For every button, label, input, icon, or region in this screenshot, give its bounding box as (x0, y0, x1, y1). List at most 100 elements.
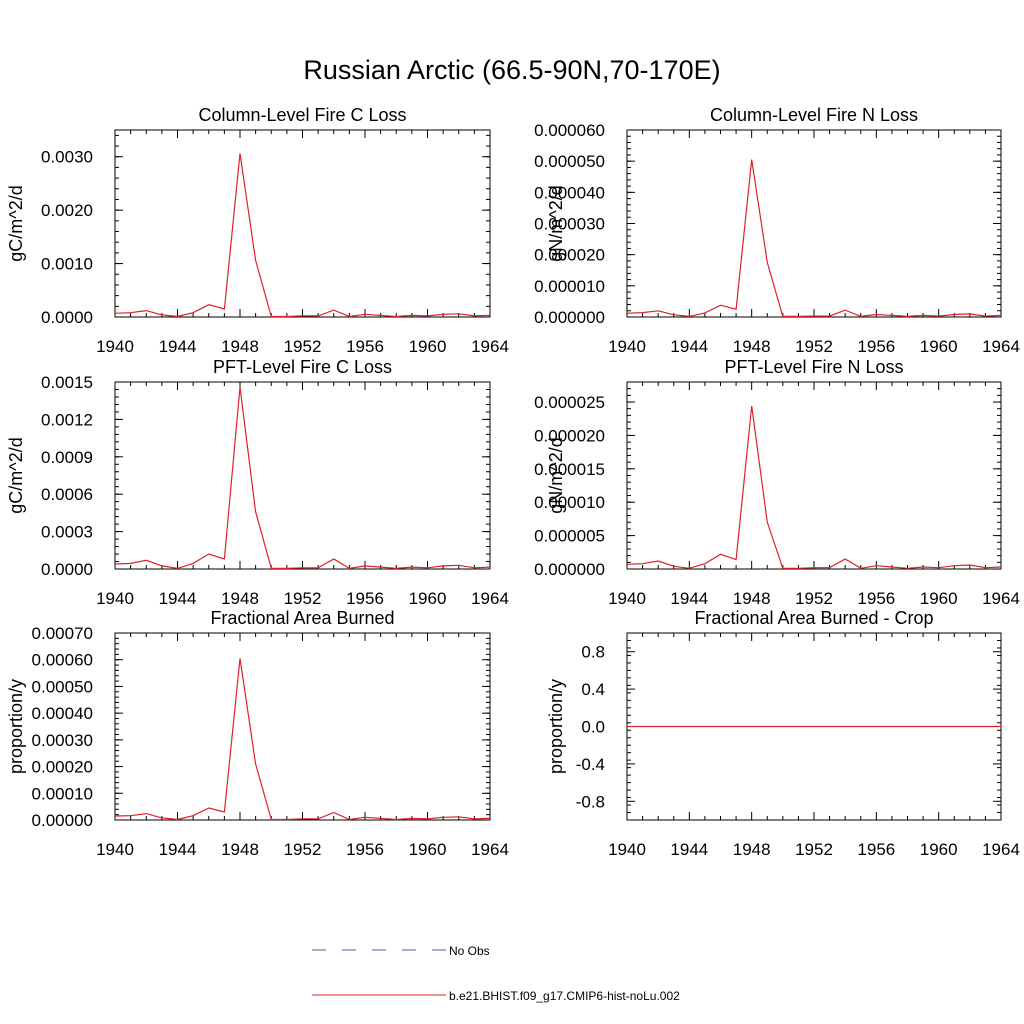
panel-6-xtick-label: 1940 (608, 840, 646, 859)
panel-2-title: Column-Level Fire N Loss (710, 105, 918, 125)
panel-1-ylabel: gC/m^2/d (6, 185, 26, 261)
panel-2-xtick-label: 1960 (920, 337, 958, 356)
panel-1-title: Column-Level Fire C Loss (198, 105, 406, 125)
figure-title: Russian Arctic (66.5-90N,70-170E) (303, 55, 721, 85)
panel-3-ytick-label: 0.0006 (41, 485, 93, 504)
panel-6-title: Fractional Area Burned - Crop (694, 608, 933, 628)
panel-4-xtick-label: 1952 (795, 589, 833, 608)
panel-5-xtick-label: 1964 (471, 840, 509, 859)
panel-3-title: PFT-Level Fire C Loss (213, 357, 392, 377)
panel-5-series-line (114, 658, 491, 821)
panel-1-series-line (114, 153, 491, 318)
panel-4-ytick-label: 0.000005 (534, 527, 605, 546)
panel-4-ytick-label: 0.000015 (534, 460, 605, 479)
panel-4-xtick-label: 1956 (857, 589, 895, 608)
panel-4-xtick-label: 1964 (982, 589, 1020, 608)
panel-2-ytick-label: 0.000010 (534, 277, 605, 296)
panel-1-ytick-label: 0.0030 (41, 148, 93, 167)
panel-5-frame (114, 632, 491, 821)
panel-4-ytick-label: 0.000010 (534, 493, 605, 512)
panel-3-ytick-label: 0.0015 (41, 373, 93, 392)
panel-5-ytick-label: 0.00060 (32, 651, 93, 670)
panel-4-xtick-label: 1960 (920, 589, 958, 608)
panel-1-ytick-label: 0.0020 (41, 201, 93, 220)
panel-2-ytick-label: 0.000000 (534, 308, 605, 327)
panel-1-xtick-label: 1944 (159, 337, 197, 356)
panel-3-ytick-label: 0.0003 (41, 523, 93, 542)
panel-2-xtick-label: 1956 (857, 337, 895, 356)
panel-6-xtick-label: 1960 (920, 840, 958, 859)
panel-5-xtick-label: 1940 (96, 840, 134, 859)
panel-3-xtick-label: 1956 (346, 589, 384, 608)
panel-2-series-line (626, 159, 1002, 318)
panel-1-xtick-label: 1956 (346, 337, 384, 356)
panel-5-ytick-label: 0.00010 (32, 784, 93, 803)
panel-1-xtick-label: 1940 (96, 337, 134, 356)
panel-5-xtick-label: 1960 (409, 840, 447, 859)
panel-5-xtick-label: 1944 (159, 840, 197, 859)
panel-6-ytick-label: -0.8 (576, 792, 605, 811)
panel-3-xtick-label: 1948 (221, 589, 259, 608)
panel-5-xtick-label: 1948 (221, 840, 259, 859)
panel-3-ytick-label: 0.0012 (41, 410, 93, 429)
panel-4-ytick-label: 0.000000 (534, 560, 605, 579)
panel-2-ytick-label: 0.000020 (534, 246, 605, 265)
panel-3-xtick-label: 1964 (471, 589, 509, 608)
legend-no-obs-label: No Obs (449, 944, 490, 958)
panel-6-ytick-label: -0.4 (576, 755, 605, 774)
panel-2-xtick-label: 1964 (982, 337, 1020, 356)
panel-6-xtick-label: 1952 (795, 840, 833, 859)
panel-3-ytick-label: 0.0000 (41, 560, 93, 579)
panel-3-frame (114, 381, 491, 570)
panel-1-xtick-label: 1964 (471, 337, 509, 356)
panel-6-ytick-label: 0.8 (581, 643, 605, 662)
panel-2-ytick-label: 0.000030 (534, 215, 605, 234)
panel-2-xtick-label: 1944 (670, 337, 708, 356)
panel-2-ytick-label: 0.000040 (534, 183, 605, 202)
panel-1-frame (114, 129, 491, 318)
panel-4-xtick-label: 1940 (608, 589, 646, 608)
panel-6-xtick-label: 1948 (733, 840, 771, 859)
panel-5-ylabel: proportion/y (6, 679, 26, 774)
panel-3-ylabel: gC/m^2/d (6, 437, 26, 513)
panel-2-ylabel: gN/m^2/d (546, 185, 566, 261)
panel-6-ylabel: proportion/y (546, 679, 566, 774)
panel-6-xtick-label: 1964 (982, 840, 1020, 859)
panel-4-frame (626, 381, 1002, 570)
panel-5-ytick-label: 0.00070 (32, 624, 93, 643)
panel-2-xtick-label: 1940 (608, 337, 646, 356)
panel-2-ytick-label: 0.000060 (534, 121, 605, 140)
panel-1-xtick-label: 1948 (221, 337, 259, 356)
panel-3-xtick-label: 1952 (284, 589, 322, 608)
panel-3-xtick-label: 1944 (159, 589, 197, 608)
panel-3-ytick-label: 0.0009 (41, 448, 93, 467)
panel-4-ylabel: gN/m^2/d (546, 437, 566, 513)
panel-4-xtick-label: 1948 (733, 589, 771, 608)
panel-1-ytick-label: 0.0000 (41, 308, 93, 327)
panel-4-ytick-label: 0.000020 (534, 426, 605, 445)
panel-4-ytick-label: 0.000025 (534, 393, 605, 412)
panel-1-ytick-label: 0.0010 (41, 255, 93, 274)
panel-5-ytick-label: 0.00030 (32, 731, 93, 750)
legend-case-label: b.e21.BHIST.f09_g17.CMIP6-hist-noLu.002 (449, 989, 680, 1003)
panel-2-xtick-label: 1952 (795, 337, 833, 356)
panel-5-title: Fractional Area Burned (210, 608, 394, 628)
panel-4-title: PFT-Level Fire N Loss (724, 357, 903, 377)
panel-6-xtick-label: 1944 (670, 840, 708, 859)
panel-3-xtick-label: 1940 (96, 589, 134, 608)
panel-5-xtick-label: 1952 (284, 840, 322, 859)
panel-6-xtick-label: 1956 (857, 840, 895, 859)
panel-1-xtick-label: 1960 (409, 337, 447, 356)
panel-2-frame (626, 129, 1002, 318)
panel-5-ytick-label: 0.00040 (32, 704, 93, 723)
panel-5-ytick-label: 0.00000 (32, 811, 93, 830)
panel-2-ytick-label: 0.000050 (534, 152, 605, 171)
panel-4-xtick-label: 1944 (670, 589, 708, 608)
panel-5-xtick-label: 1956 (346, 840, 384, 859)
panel-3-xtick-label: 1960 (409, 589, 447, 608)
panel-6-ytick-label: 0.4 (581, 680, 605, 699)
panel-6-ytick-label: 0.0 (581, 718, 605, 737)
panel-5-ytick-label: 0.00020 (32, 758, 93, 777)
